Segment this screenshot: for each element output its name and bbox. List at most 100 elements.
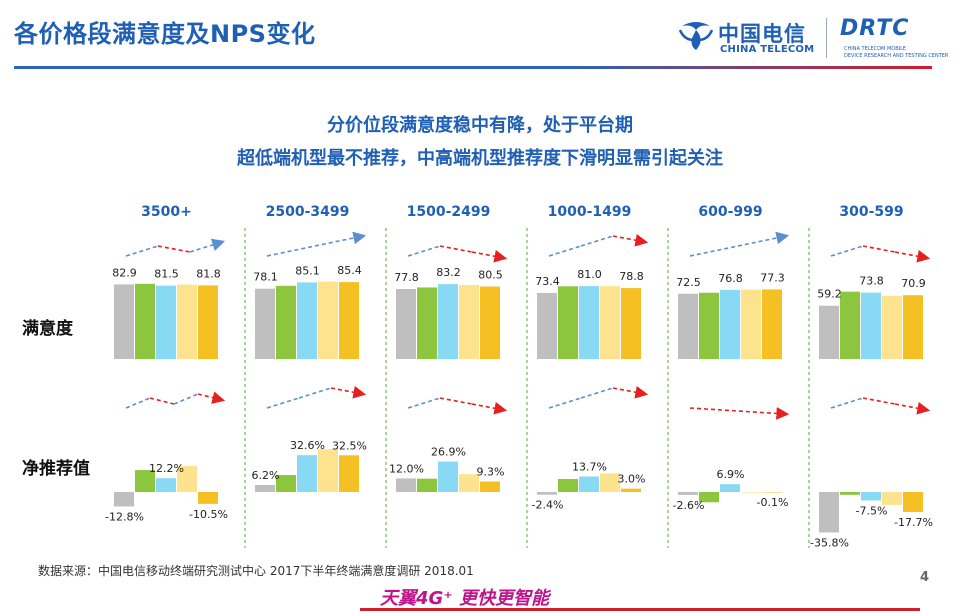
bar-nps — [255, 484, 275, 492]
data-label: 77.8 — [394, 271, 419, 284]
data-label: 77.3 — [760, 271, 785, 284]
logo-separator — [826, 18, 827, 58]
trend-arrow-down — [471, 401, 508, 415]
data-label: 32.6% — [290, 439, 325, 452]
bar-satisfaction — [135, 283, 155, 359]
data-label: 81.5 — [154, 268, 179, 281]
bar-nps — [276, 475, 296, 492]
bar-satisfaction — [741, 289, 761, 359]
headline-line-2: 超低端机型最不推荐，中高端机型推荐度下滑明显需引起关注 — [237, 148, 723, 169]
bar-satisfaction — [558, 286, 578, 359]
china-telecom-logo: 中国电信 CHINA TELECOM — [676, 16, 826, 60]
bar-nps — [297, 455, 317, 492]
data-label: -0.1% — [757, 496, 789, 509]
bar-satisfaction — [762, 289, 782, 359]
bar-satisfaction — [819, 305, 839, 359]
trend-arrow-up — [298, 387, 332, 399]
trend-arrow-up — [830, 397, 864, 409]
bar-satisfaction — [156, 285, 176, 359]
data-label: 81.0 — [577, 268, 602, 281]
bar-satisfaction — [882, 295, 902, 359]
data-label: 70.9 — [901, 277, 926, 290]
data-label: 85.4 — [337, 264, 362, 277]
china-telecom-cn: 中国电信 — [718, 22, 806, 46]
trend-arrow-down — [862, 397, 896, 405]
data-source-note: 数据来源：中国电信移动终端研究测试中心 2017下半年终端满意度调研 2018.… — [38, 564, 474, 578]
bar-satisfaction — [600, 286, 620, 359]
data-label: 26.9% — [431, 446, 466, 459]
trend-arrow-down — [862, 245, 896, 253]
bar-nps — [459, 474, 479, 492]
trend-arrow-up — [737, 231, 790, 247]
drtc-wordmark: DRTC — [840, 16, 910, 41]
trend-arrow-up — [407, 245, 441, 257]
bar-nps — [177, 465, 197, 492]
trend-arrow-down — [149, 397, 175, 405]
data-label: 13.7% — [572, 461, 607, 474]
trend-arrow-down — [612, 233, 649, 247]
bar-satisfaction — [579, 286, 599, 359]
data-label: -12.8% — [105, 510, 144, 523]
bar-satisfaction — [339, 282, 359, 359]
bar-nps — [417, 478, 437, 492]
bar-satisfaction — [255, 288, 275, 359]
category-label: 300-599 — [839, 204, 903, 220]
trend-arrow-down — [894, 249, 931, 263]
bar-satisfaction — [840, 291, 860, 359]
bar-satisfaction — [537, 292, 557, 359]
bar-satisfaction — [276, 285, 296, 359]
data-label: 81.8 — [196, 267, 221, 280]
bar-nps — [741, 492, 761, 493]
trend-arrow-down — [197, 391, 226, 404]
bar-satisfaction — [297, 282, 317, 359]
trend-arrow-up — [580, 235, 614, 247]
bar-satisfaction — [699, 292, 719, 359]
bar-nps — [114, 492, 134, 507]
trend-arrow-down — [157, 245, 191, 253]
data-label: 9.3% — [477, 465, 505, 478]
bar-satisfaction — [861, 292, 881, 359]
data-label: 85.1 — [295, 264, 320, 277]
row-label: 满意度 — [22, 318, 74, 339]
bar-nps — [720, 484, 740, 492]
bar-satisfaction — [459, 285, 479, 359]
bar-nps — [861, 492, 881, 501]
category-label: 1500-2499 — [407, 204, 491, 220]
trend-arrow-up — [125, 245, 159, 257]
data-label: 72.5 — [676, 276, 701, 289]
trend-arrow-up — [125, 397, 151, 409]
data-label: 12.0% — [389, 462, 424, 475]
data-label: -2.4% — [532, 499, 564, 512]
trend-arrow-down — [612, 385, 649, 399]
data-label: -35.8% — [810, 536, 849, 549]
data-label: 78.8 — [619, 270, 644, 283]
bar-nps — [621, 488, 641, 492]
data-label: -10.5% — [189, 508, 228, 521]
bar-nps — [699, 492, 719, 503]
china-telecom-mark-icon — [678, 22, 714, 50]
bar-nps — [819, 492, 839, 533]
bar-nps — [903, 492, 923, 513]
bar-satisfaction — [177, 284, 197, 359]
trend-arrow-up — [830, 245, 864, 257]
bar-nps — [135, 470, 155, 492]
trend-arrow-up — [407, 397, 441, 409]
bar-satisfaction — [114, 284, 134, 359]
page-number: 4 — [920, 570, 930, 585]
bar-nps — [480, 481, 500, 492]
drtc-subtitle-1: CHINA TELECOM MOBILE — [844, 46, 907, 52]
drtc-subtitle-2: DEVICE RESEARCH AND TESTING CENTER — [844, 53, 949, 59]
bar-nps — [600, 473, 620, 492]
bar-nps — [558, 479, 578, 492]
data-label: 73.4 — [535, 275, 560, 288]
trend-arrow-down — [689, 407, 790, 420]
price-segment-chart: 3500+ 2500-3499 1500-2499 1000-1499 600-999 3… — [22, 204, 933, 549]
bar-satisfaction — [318, 281, 338, 359]
trend-arrow-up — [548, 245, 582, 257]
bar-nps — [198, 492, 218, 504]
trend-arrow-up — [173, 393, 199, 405]
page-title: 各价格段满意度及NPS变化 — [14, 20, 316, 48]
data-label: -7.5% — [856, 504, 888, 517]
data-label: 32.5% — [332, 439, 367, 452]
china-telecom-en: CHINA TELECOM — [720, 44, 815, 55]
